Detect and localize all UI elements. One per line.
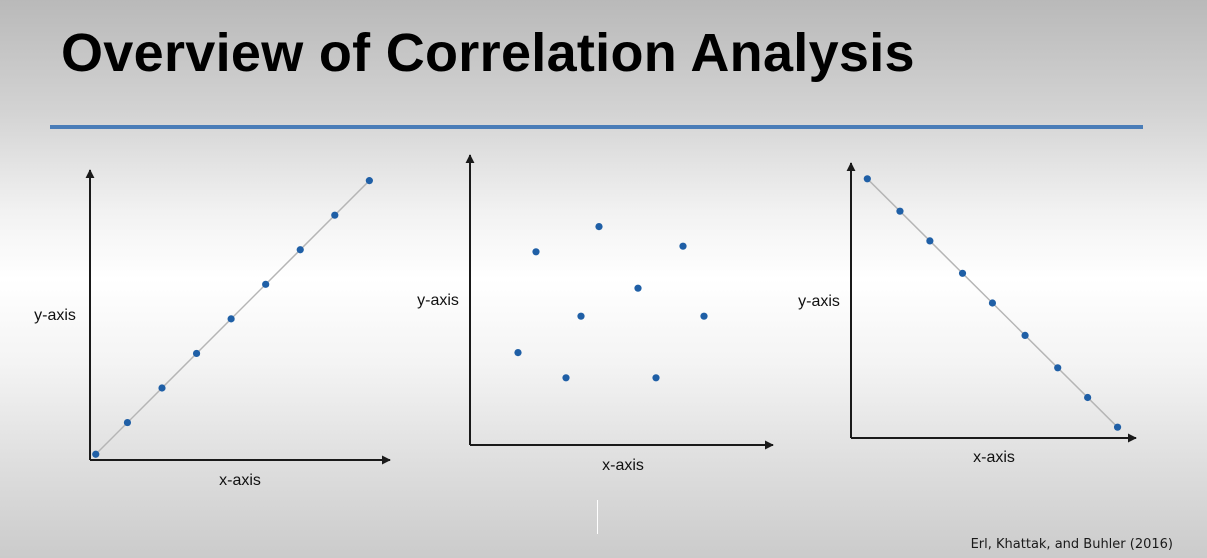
chart-2: x-axis y-axis [417,154,774,474]
data-point [863,175,871,183]
data-point [1054,364,1062,372]
data-point [331,211,339,219]
y-axis-label: y-axis [798,293,840,310]
data-point [514,349,522,357]
title-rule [50,125,1143,129]
data-point [158,384,166,392]
data-point [562,374,570,382]
y-axis-label: y-axis [34,307,76,324]
x-axis-label: x-axis [973,449,1015,466]
x-axis-label: x-axis [602,457,644,474]
data-point [595,223,603,231]
data-point [365,177,373,185]
data-point [227,315,235,323]
text-cursor [597,500,598,534]
data-point [988,299,997,307]
citation: Erl, Khattak, and Buhler (2016) [970,537,1173,552]
slide-title: Overview of Correlation Analysis [61,23,915,83]
data-point [634,284,642,292]
data-point [652,374,660,382]
x-axis-label: x-axis [219,472,261,489]
data-point [192,349,201,358]
data-point [296,246,304,254]
data-point [679,242,687,250]
data-point [1021,331,1029,339]
data-point [123,418,132,427]
data-point [92,450,100,458]
y-axis-label: y-axis [417,292,459,309]
data-point [532,248,540,256]
data-point [262,280,270,288]
data-point [896,207,904,215]
data-point [926,237,934,245]
chart-1: x-axis y-axis [34,169,391,489]
data-point [1084,393,1092,402]
chart-3: x-axis y-axis [798,162,1137,466]
data-point [700,312,708,320]
data-point [1113,423,1122,431]
data-point [577,312,585,320]
data-point [958,269,967,277]
